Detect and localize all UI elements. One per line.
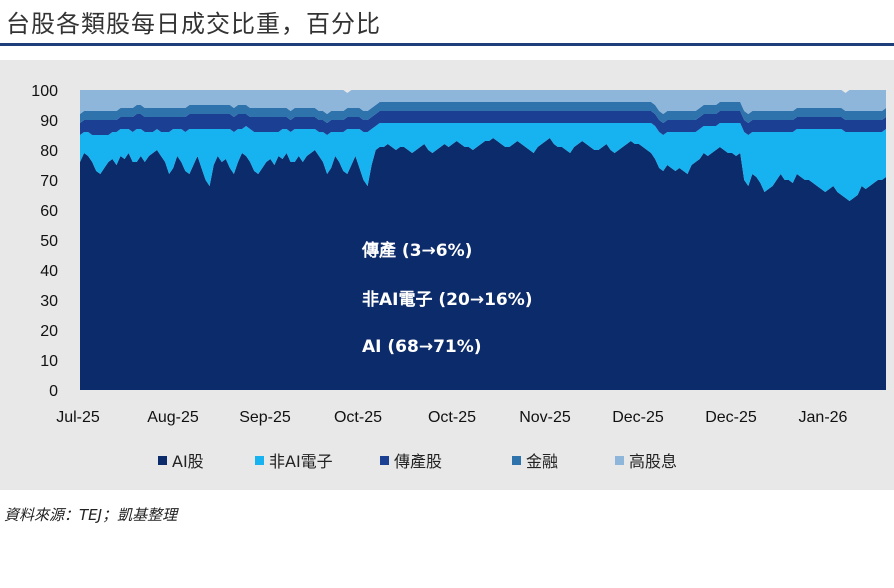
legend-swatch <box>615 456 624 465</box>
legend-label: 高股息 <box>629 452 677 471</box>
area-series-4 <box>80 90 886 114</box>
y-tick-label: 50 <box>40 233 58 250</box>
legend: AI股 非AI電子 傳產股 金融 高股息 <box>158 452 677 471</box>
chart-annotation: AI (68→71%) <box>362 337 482 357</box>
annotations: 傳產 (3→6%) 非AI電子 (20→16%) AI (68→71%) <box>361 240 533 357</box>
x-tick-label: Dec-25 <box>612 409 664 426</box>
x-tick-label: Oct-25 <box>334 409 382 426</box>
area-series-0 <box>80 138 886 390</box>
x-tick-label: Sep-25 <box>239 409 291 426</box>
title-rule <box>0 43 894 46</box>
y-tick-label: 20 <box>40 323 58 340</box>
legend-label: 傳產股 <box>394 452 442 471</box>
legend-label: 非AI電子 <box>269 452 333 471</box>
x-tick-label: Jul-25 <box>56 409 100 426</box>
y-tick-label: 30 <box>40 293 58 310</box>
y-tick-label: 60 <box>40 203 58 220</box>
y-tick-label: 90 <box>40 113 58 130</box>
y-tick-label: 100 <box>31 83 58 100</box>
legend-swatch <box>255 456 264 465</box>
area-series-1 <box>80 123 886 201</box>
y-tick-label: 10 <box>40 353 58 370</box>
source-note: 資料來源：TEJ；凱基整理 <box>4 506 178 524</box>
x-tick-label: Aug-25 <box>147 409 199 426</box>
legend-swatch <box>158 456 167 465</box>
y-tick-label: 70 <box>40 173 58 190</box>
x-tick-label: Oct-25 <box>428 409 476 426</box>
y-axis-ticks: 0 10 20 30 40 50 60 70 80 90 100 <box>31 83 58 400</box>
area-series-3 <box>80 102 886 123</box>
x-axis-ticks: Jul-25 Aug-25 Sep-25 Oct-25 Oct-25 Nov-25 Dec-… <box>56 409 847 426</box>
legend-swatch <box>512 456 521 465</box>
y-tick-label: 40 <box>40 263 58 280</box>
page-title: 台股各類股每日成交比重，百分比 <box>6 10 381 38</box>
chart-annotation: 非AI電子 (20→16%) <box>362 289 533 310</box>
x-tick-label: Jan-26 <box>799 409 848 426</box>
x-tick-label: Nov-25 <box>519 409 571 426</box>
y-tick-label: 0 <box>49 383 58 400</box>
series-areas <box>80 90 886 390</box>
x-tick-label: Dec-25 <box>705 409 757 426</box>
chart-annotation: 傳產 (3→6%) <box>361 240 472 261</box>
legend-label: 金融 <box>526 452 558 471</box>
y-tick-label: 80 <box>40 143 58 160</box>
legend-swatch <box>380 456 389 465</box>
legend-label: AI股 <box>172 452 204 471</box>
